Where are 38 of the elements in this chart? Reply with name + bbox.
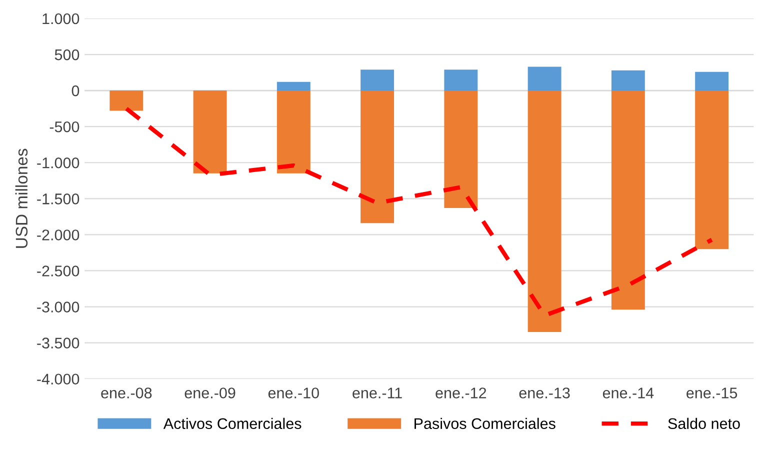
bar bbox=[444, 70, 478, 91]
bar bbox=[528, 90, 562, 332]
x-tick-label: ene.-08 bbox=[101, 388, 152, 398]
x-tick-label: ene.-09 bbox=[184, 388, 236, 398]
y-tick-label: -1.000 bbox=[37, 157, 80, 168]
bar bbox=[528, 66, 562, 91]
bar bbox=[695, 72, 729, 91]
bar bbox=[110, 90, 144, 111]
legend-label: Activos Comerciales bbox=[163, 418, 302, 430]
legend-label: Pasivos Comerciales bbox=[414, 418, 556, 430]
y-tick-label: -3.500 bbox=[37, 338, 80, 348]
x-tick-label: ene.-15 bbox=[686, 388, 738, 398]
bar bbox=[360, 70, 394, 91]
y-tick-label: 0 bbox=[72, 85, 80, 96]
y-tick-label: -3.000 bbox=[37, 302, 80, 312]
bar bbox=[276, 90, 310, 174]
x-tick-label: ene.-11 bbox=[352, 388, 402, 398]
x-tick-label: ene.-14 bbox=[602, 388, 654, 398]
bar bbox=[276, 82, 310, 91]
y-tick-label: -4.000 bbox=[37, 374, 80, 385]
bar bbox=[360, 90, 394, 224]
y-tick-label: -1.500 bbox=[37, 194, 80, 204]
y-axis-title: USD millones bbox=[15, 148, 28, 248]
bar bbox=[444, 90, 478, 208]
bar bbox=[695, 90, 729, 250]
x-tick-label: ene.-10 bbox=[268, 388, 319, 398]
y-tick-label: -2.000 bbox=[37, 230, 80, 240]
legend-label: Saldo neto bbox=[668, 418, 740, 430]
y-tick-label: -500 bbox=[50, 121, 80, 132]
y-tick-label: 1.000 bbox=[42, 13, 80, 24]
bar bbox=[611, 70, 645, 91]
line-series bbox=[124, 106, 714, 318]
bar bbox=[611, 90, 645, 310]
bar bbox=[193, 90, 227, 174]
y-tick-label: -2.500 bbox=[37, 266, 80, 276]
x-tick-label: ene.-12 bbox=[436, 388, 486, 398]
y-tick-label: 500 bbox=[54, 49, 80, 60]
x-tick-label: ene.-13 bbox=[519, 388, 570, 398]
